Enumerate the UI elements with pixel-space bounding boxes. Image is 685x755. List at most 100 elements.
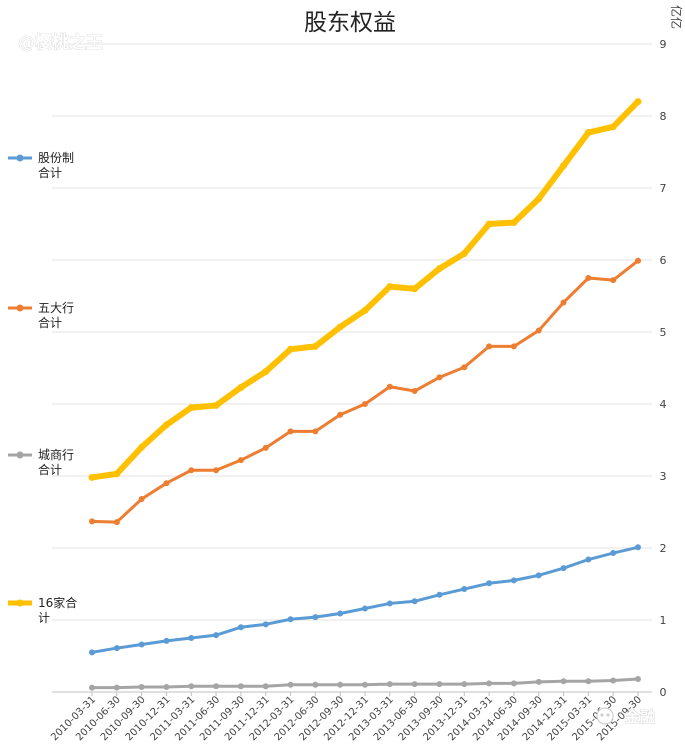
legend-label: 合计	[38, 165, 62, 180]
data-point	[262, 444, 269, 451]
data-point	[312, 681, 319, 688]
legend-label: 股份制	[38, 151, 74, 165]
data-point	[635, 257, 641, 264]
data-point	[635, 544, 641, 551]
legend-label: 合计	[38, 462, 62, 477]
data-point	[262, 368, 270, 376]
data-point	[362, 605, 368, 612]
data-point	[560, 678, 567, 685]
data-point	[584, 129, 592, 137]
y-tick-label: 2	[660, 542, 667, 555]
y-tick-label: 8	[660, 110, 667, 123]
data-point	[436, 374, 443, 381]
data-point	[311, 342, 319, 350]
data-point	[113, 470, 121, 478]
data-point	[461, 586, 468, 593]
data-point	[212, 401, 220, 409]
data-point	[510, 680, 517, 687]
data-point	[88, 473, 96, 481]
data-point	[237, 624, 244, 631]
data-point	[237, 683, 244, 690]
data-point	[237, 457, 244, 464]
legend-label: 合计	[38, 315, 62, 330]
data-point	[188, 635, 195, 641]
data-point	[386, 600, 393, 607]
data-point	[461, 681, 468, 688]
data-point	[610, 550, 617, 557]
data-point	[510, 219, 518, 227]
watermark-top-left: @樱桃之王	[18, 32, 103, 53]
data-point	[262, 621, 269, 628]
data-point	[486, 343, 493, 350]
data-point	[535, 327, 542, 334]
data-point	[213, 632, 220, 639]
data-point	[436, 591, 443, 598]
data-point	[411, 598, 418, 605]
legend-swatch-marker	[16, 154, 24, 162]
legend-swatch-marker	[16, 599, 24, 607]
series-lines	[88, 98, 642, 691]
data-point	[435, 265, 443, 273]
data-point	[213, 683, 220, 690]
data-point	[336, 323, 344, 331]
data-point	[461, 364, 468, 371]
data-point	[337, 610, 344, 617]
series-0	[89, 544, 641, 656]
data-point	[213, 467, 220, 474]
data-point	[386, 681, 393, 688]
data-point	[188, 683, 195, 690]
data-point	[386, 383, 393, 390]
data-point	[411, 285, 419, 293]
data-point	[560, 162, 568, 170]
y-tick-label: 9	[660, 38, 667, 51]
data-point	[560, 565, 567, 572]
data-point	[138, 641, 145, 648]
data-point	[337, 411, 344, 418]
data-point	[188, 467, 195, 474]
series-1	[89, 257, 641, 526]
data-point	[312, 614, 319, 621]
chart-title: 股东权益	[304, 10, 396, 36]
data-point	[163, 683, 170, 690]
data-point	[411, 681, 418, 688]
legend-swatch-marker	[16, 304, 24, 312]
y-tick-label: 6	[660, 254, 667, 267]
watermark-logo-icon	[596, 707, 614, 725]
data-point	[89, 518, 95, 525]
data-point	[287, 681, 294, 688]
data-point	[287, 345, 295, 353]
watermark-bottom-right: 金融	[624, 708, 655, 726]
y-tick-label: 1	[660, 614, 667, 627]
data-point	[138, 443, 146, 451]
data-point	[113, 684, 120, 691]
data-point	[237, 383, 245, 391]
series-3	[88, 98, 642, 481]
y-tick-label: 3	[660, 470, 667, 483]
data-point	[535, 195, 543, 203]
data-point	[585, 275, 592, 281]
data-point	[485, 220, 493, 228]
y-axis-unit-label: 亿亿	[669, 5, 684, 29]
legend-label: 计	[38, 611, 50, 625]
data-point	[510, 343, 517, 350]
data-point	[138, 683, 145, 690]
data-point	[162, 421, 170, 429]
data-point	[386, 283, 394, 291]
data-point	[460, 250, 468, 258]
data-point	[163, 480, 170, 487]
data-point	[535, 678, 542, 685]
legend-label: 五大行	[38, 301, 74, 315]
legend-swatch-marker	[16, 451, 24, 459]
y-tick-label: 5	[660, 326, 667, 339]
gridlines	[52, 43, 652, 693]
data-point	[610, 277, 617, 284]
data-point	[287, 428, 294, 435]
data-point	[113, 519, 120, 526]
data-point	[113, 645, 120, 652]
data-point	[634, 98, 642, 106]
